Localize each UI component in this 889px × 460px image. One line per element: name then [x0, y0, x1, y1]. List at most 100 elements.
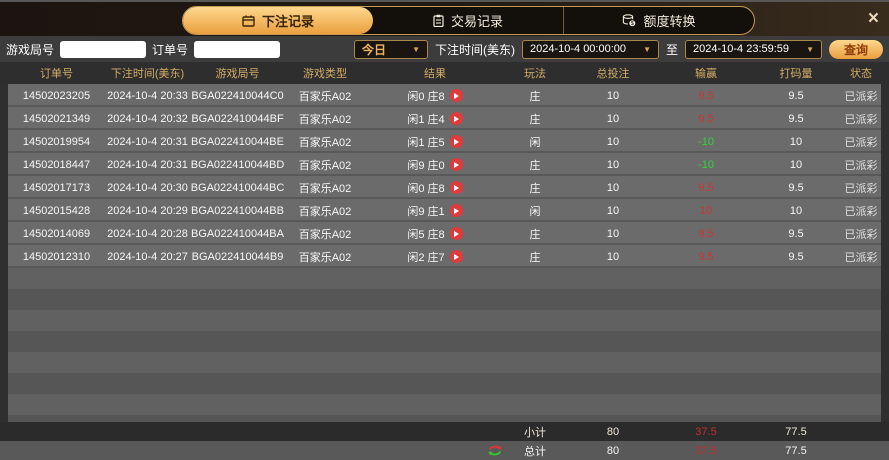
game-type-cell: 百家乐A02	[298, 205, 352, 218]
game-round-cell: BGA022410044BA	[191, 227, 284, 240]
bet-time-cell: 2024-10-4 20:32	[107, 112, 188, 125]
winloss-cell: 9.5	[698, 227, 714, 240]
play-type-cell: 闲	[529, 205, 541, 218]
tab-betting-records[interactable]: 下注记录	[183, 7, 373, 34]
order-no-cell: 14502012310	[22, 250, 91, 263]
bet-time-cell: 2024-10-4 20:28	[107, 227, 188, 240]
result-text: 闲1 庄4	[407, 113, 445, 126]
total-bet-cell: 10	[606, 181, 620, 194]
play-icon[interactable]	[449, 181, 463, 194]
play-type-cell: 庄	[529, 251, 541, 264]
search-button[interactable]: 查询	[829, 39, 883, 59]
tab-quota-transfer[interactable]: $ 额度转换	[563, 7, 754, 34]
col-order-no: 订单号	[40, 68, 73, 80]
total-label: 总计	[524, 445, 546, 458]
date-range-select[interactable]: 今日 ▼	[353, 39, 428, 59]
result-cell: 闲0 庄8	[365, 180, 505, 196]
play-icon[interactable]	[449, 112, 463, 125]
result-text: 闲1 庄5	[407, 136, 445, 149]
order-no-cell: 14502018447	[22, 158, 91, 171]
result-text: 闲0 庄8	[407, 90, 445, 103]
svg-text:$: $	[631, 21, 634, 27]
game-type-cell: 百家乐A02	[298, 182, 352, 195]
chevron-down-icon: ▼	[643, 44, 651, 54]
total-bet-cell: 10	[606, 158, 620, 171]
result-cell: 闲2 庄7	[365, 249, 505, 265]
game-round-cell: BGA022410044BB	[191, 204, 284, 217]
table-header: 订单号 下注时间(美东) 游戏局号 游戏类型 结果 玩法 总投注 输赢 打码量 …	[0, 62, 889, 84]
end-time-select[interactable]: 2024-10-4 23:59:59 ▼	[685, 39, 822, 59]
refresh-exchange-icon[interactable]	[487, 444, 503, 457]
total-bet-cell: 10	[606, 204, 620, 217]
table-row[interactable]: 14502017173 2024-10-4 20:30 BGA022410044…	[8, 176, 881, 199]
bet-time-cell: 2024-10-4 20:31	[107, 158, 188, 171]
play-triangle	[454, 138, 460, 145]
bet-time-cell: 2024-10-4 20:30	[107, 181, 188, 194]
turnover-cell: 9.5	[788, 89, 804, 102]
table-row[interactable]: 14502021349 2024-10-4 20:32 BGA022410044…	[8, 107, 881, 130]
col-result: 结果	[424, 68, 446, 80]
play-icon[interactable]	[449, 250, 463, 263]
total-turnover: 77.5	[785, 444, 807, 457]
play-type-cell: 庄	[529, 90, 541, 103]
coins-transfer-icon: $	[623, 14, 636, 27]
play-icon[interactable]	[449, 89, 463, 102]
winloss-cell: 10	[699, 204, 713, 217]
table-row[interactable]: 14502015428 2024-10-4 20:29 BGA022410044…	[8, 199, 881, 222]
play-type-cell: 庄	[529, 113, 541, 126]
result-cell: 闲0 庄8	[365, 88, 505, 104]
order-no-cell: 14502023205	[22, 89, 91, 102]
bet-time-cell: 2024-10-4 20:29	[107, 204, 188, 217]
table-row[interactable]: 14502018447 2024-10-4 20:31 BGA022410044…	[8, 153, 881, 176]
total-icon-cell	[365, 444, 505, 457]
bet-time-cell: 2024-10-4 20:33	[107, 89, 188, 102]
status-cell: 已派彩	[844, 159, 878, 172]
winloss-cell: 9.5	[698, 89, 714, 102]
table-row[interactable]: 14502019954 2024-10-4 20:31 BGA022410044…	[8, 130, 881, 153]
empty-rows-area	[8, 268, 881, 422]
table-row[interactable]: 14502014069 2024-10-4 20:28 BGA022410044…	[8, 222, 881, 245]
order-no-cell: 14502014069	[22, 227, 91, 240]
play-icon[interactable]	[449, 204, 463, 217]
turnover-cell: 10	[789, 135, 803, 148]
table-row[interactable]: 14502023205 2024-10-4 20:33 BGA022410044…	[8, 84, 881, 107]
start-time-select[interactable]: 2024-10-4 00:00:00 ▼	[521, 39, 659, 59]
order-no-input[interactable]	[194, 40, 281, 58]
result-text: 闲9 庄1	[407, 205, 445, 218]
tab-transaction-records[interactable]: 交易记录	[373, 7, 563, 34]
play-triangle	[454, 184, 460, 191]
play-icon[interactable]	[449, 158, 463, 171]
play-type-cell: 庄	[529, 182, 541, 195]
subtotal-winloss: 37.5	[695, 425, 717, 438]
order-no-label: 订单号	[152, 42, 189, 57]
game-round-cell: BGA022410044C0	[191, 89, 284, 102]
col-game-type: 游戏类型	[303, 68, 347, 80]
game-round-cell: BGA022410044BD	[190, 158, 285, 171]
clipboard-icon	[433, 14, 444, 27]
game-round-input[interactable]	[60, 40, 147, 58]
total-total-bet: 80	[606, 444, 620, 457]
bet-time-cell: 2024-10-4 20:27	[107, 250, 188, 263]
filter-right-group: 今日 ▼ 下注时间(美东) 2024-10-4 00:00:00 ▼ 至 202…	[353, 39, 883, 59]
result-text: 闲0 庄8	[407, 182, 445, 195]
game-round-label: 游戏局号	[6, 42, 55, 57]
result-text: 闲5 庄8	[407, 228, 445, 241]
play-icon[interactable]	[449, 135, 463, 148]
turnover-cell: 9.5	[788, 112, 804, 125]
play-icon[interactable]	[449, 227, 463, 240]
table-body: 14502023205 2024-10-4 20:33 BGA022410044…	[0, 84, 889, 268]
close-icon[interactable]: ×	[867, 8, 879, 29]
col-turnover: 打码量	[779, 68, 813, 80]
table-row[interactable]: 14502012310 2024-10-4 20:27 BGA022410044…	[8, 245, 881, 268]
total-bet-cell: 10	[606, 227, 620, 240]
total-bet-cell: 10	[606, 135, 620, 148]
winloss-cell: -10	[698, 135, 714, 148]
turnover-cell: 9.5	[788, 181, 804, 194]
result-text: 闲2 庄7	[407, 251, 445, 264]
game-type-cell: 百家乐A02	[298, 90, 352, 103]
play-type-cell: 庄	[529, 159, 541, 172]
play-triangle	[454, 253, 460, 260]
status-cell: 已派彩	[844, 228, 878, 241]
chevron-down-icon: ▼	[412, 44, 420, 54]
chevron-down-icon: ▼	[806, 44, 814, 54]
